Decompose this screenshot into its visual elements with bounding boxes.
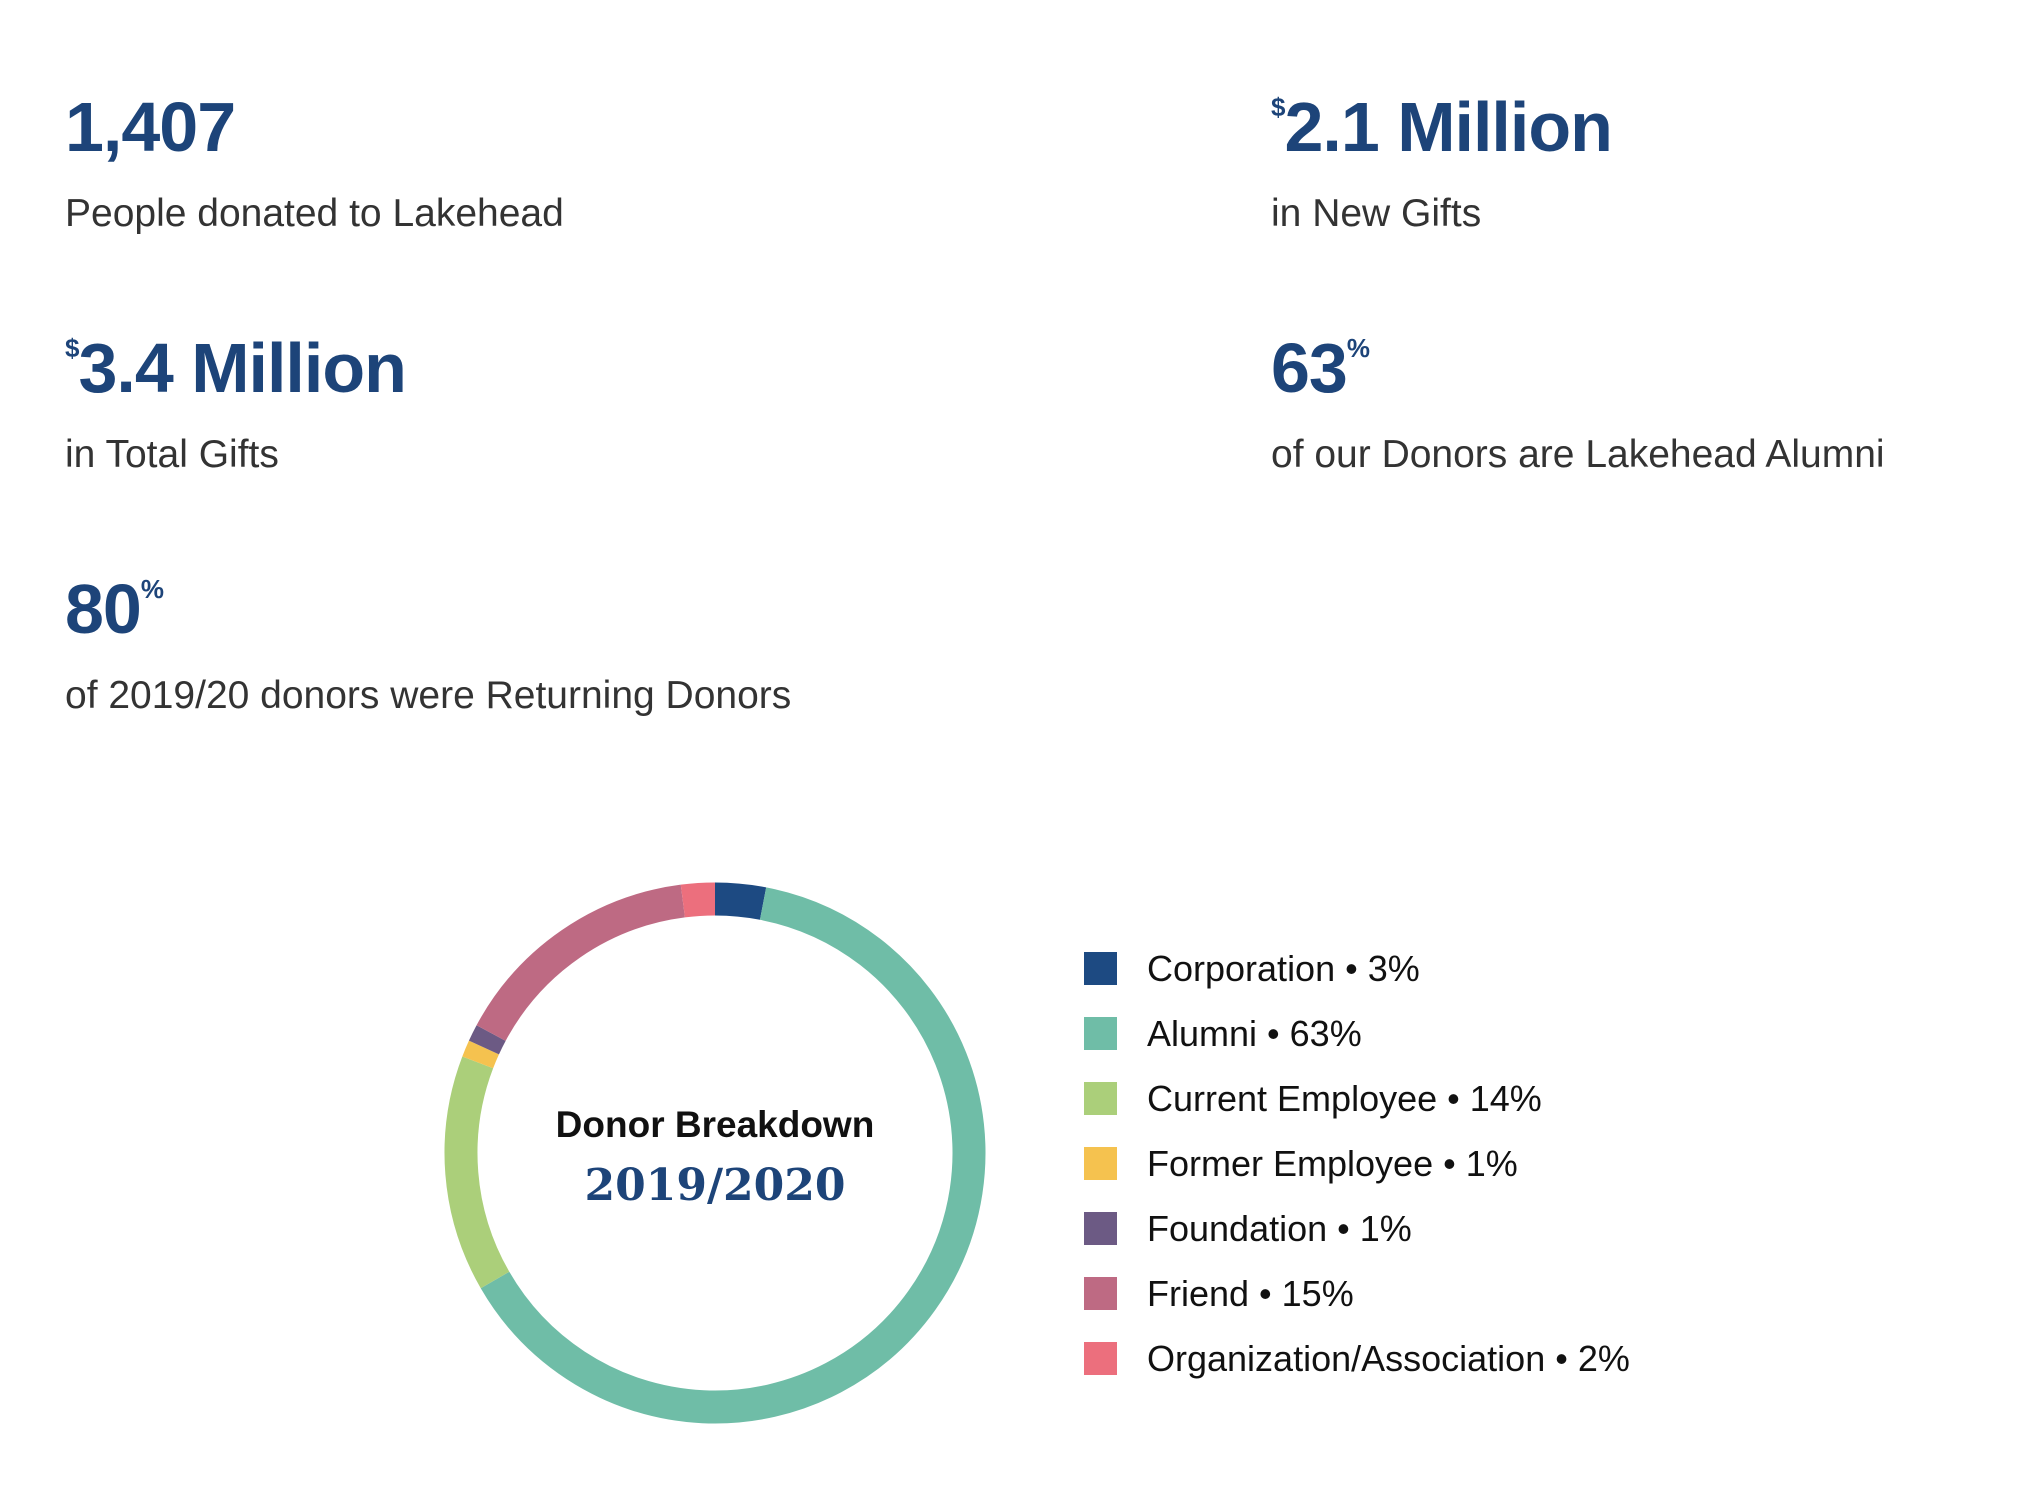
legend-swatch: [1084, 1082, 1117, 1115]
legend-item: Alumni • 63%: [1084, 1001, 1630, 1066]
donut-slice-organization-association: [680, 882, 716, 918]
legend-swatch: [1084, 1212, 1117, 1245]
legend-swatch: [1084, 1147, 1117, 1180]
stat-caption: of 2019/20 donors were Returning Donors: [65, 674, 792, 717]
legend-item: Friend • 15%: [1084, 1261, 1630, 1326]
donut-slice-corporation: [714, 882, 767, 920]
stat-caption: in New Gifts: [1271, 192, 1482, 235]
legend-swatch: [1084, 1342, 1117, 1375]
stat-new-gifts: $2.1 Million in New Gifts: [1271, 92, 1613, 235]
stat-value: 80: [65, 570, 142, 648]
legend-swatch: [1084, 1017, 1117, 1050]
stat-returning: 80% of 2019/20 donors were Returning Don…: [65, 574, 791, 715]
stat-prefix: $: [65, 333, 80, 363]
chart-legend: Corporation • 3% Alumni • 63% Current Empl…: [1084, 936, 1630, 1391]
legend-item: Former Employee • 1%: [1084, 1131, 1630, 1196]
legend-label: Corporation • 3%: [1147, 947, 1420, 989]
legend-item: Corporation • 3%: [1084, 936, 1630, 1001]
stat-value: 63: [1271, 329, 1348, 407]
donut-slice-current-employee: [444, 1056, 510, 1289]
stat-value: 1,407: [65, 88, 236, 166]
donut-slice-foundation: [468, 1025, 506, 1055]
donut-slice-alumni: [480, 887, 986, 1424]
donut-slice-former-employee: [462, 1040, 500, 1069]
legend-label: Organization/Association • 2%: [1147, 1337, 1630, 1379]
stat-donors: 1,407 People donated to Lakehead: [65, 92, 564, 233]
legend-label: Alumni • 63%: [1147, 1012, 1362, 1054]
stat-suffix: %: [1346, 333, 1370, 363]
legend-label: Former Employee • 1%: [1147, 1142, 1518, 1184]
legend-item: Foundation • 1%: [1084, 1196, 1630, 1261]
chart-title: Donor Breakdown: [555, 1104, 875, 1145]
chart-subtitle: 2019/2020: [584, 1160, 846, 1211]
legend-item: Current Employee • 14%: [1084, 1066, 1630, 1131]
stat-caption: in Total Gifts: [65, 433, 279, 476]
legend-item: Organization/Association • 2%: [1084, 1326, 1630, 1391]
stat-caption: People donated to Lakehead: [65, 192, 564, 235]
legend-swatch: [1084, 952, 1117, 985]
stat-total-gifts: $3.4 Million in Total Gifts: [65, 333, 407, 476]
legend-swatch: [1084, 1277, 1117, 1310]
legend-label: Friend • 15%: [1147, 1272, 1354, 1314]
stat-value: 3.4 Million: [78, 329, 406, 407]
stat-caption: of our Donors are Lakehead Alumni: [1271, 433, 1885, 476]
stat-suffix: %: [140, 574, 164, 604]
legend-label: Foundation • 1%: [1147, 1207, 1412, 1249]
legend-label: Current Employee • 14%: [1147, 1077, 1542, 1119]
donut-slice-friend: [476, 884, 686, 1041]
stat-alumni: 63% of our Donors are Lakehead Alumni: [1271, 333, 1885, 474]
stat-prefix: $: [1271, 92, 1286, 122]
stat-value: 2.1 Million: [1284, 88, 1612, 166]
